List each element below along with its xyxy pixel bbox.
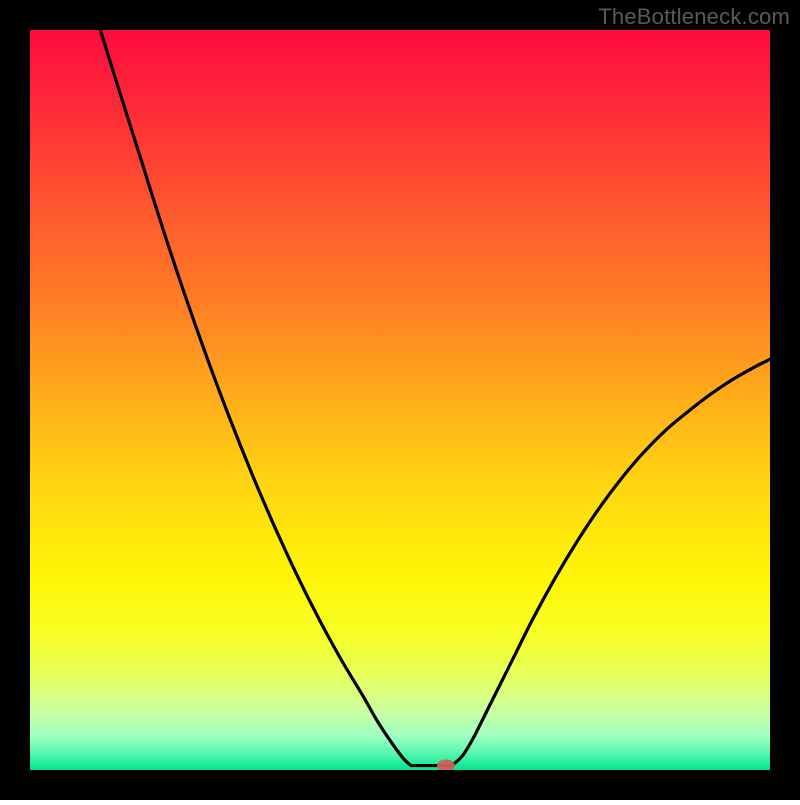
chart-svg xyxy=(0,0,800,800)
bottleneck-chart xyxy=(0,0,800,800)
valley-marker xyxy=(437,760,455,772)
chart-background xyxy=(30,30,770,770)
